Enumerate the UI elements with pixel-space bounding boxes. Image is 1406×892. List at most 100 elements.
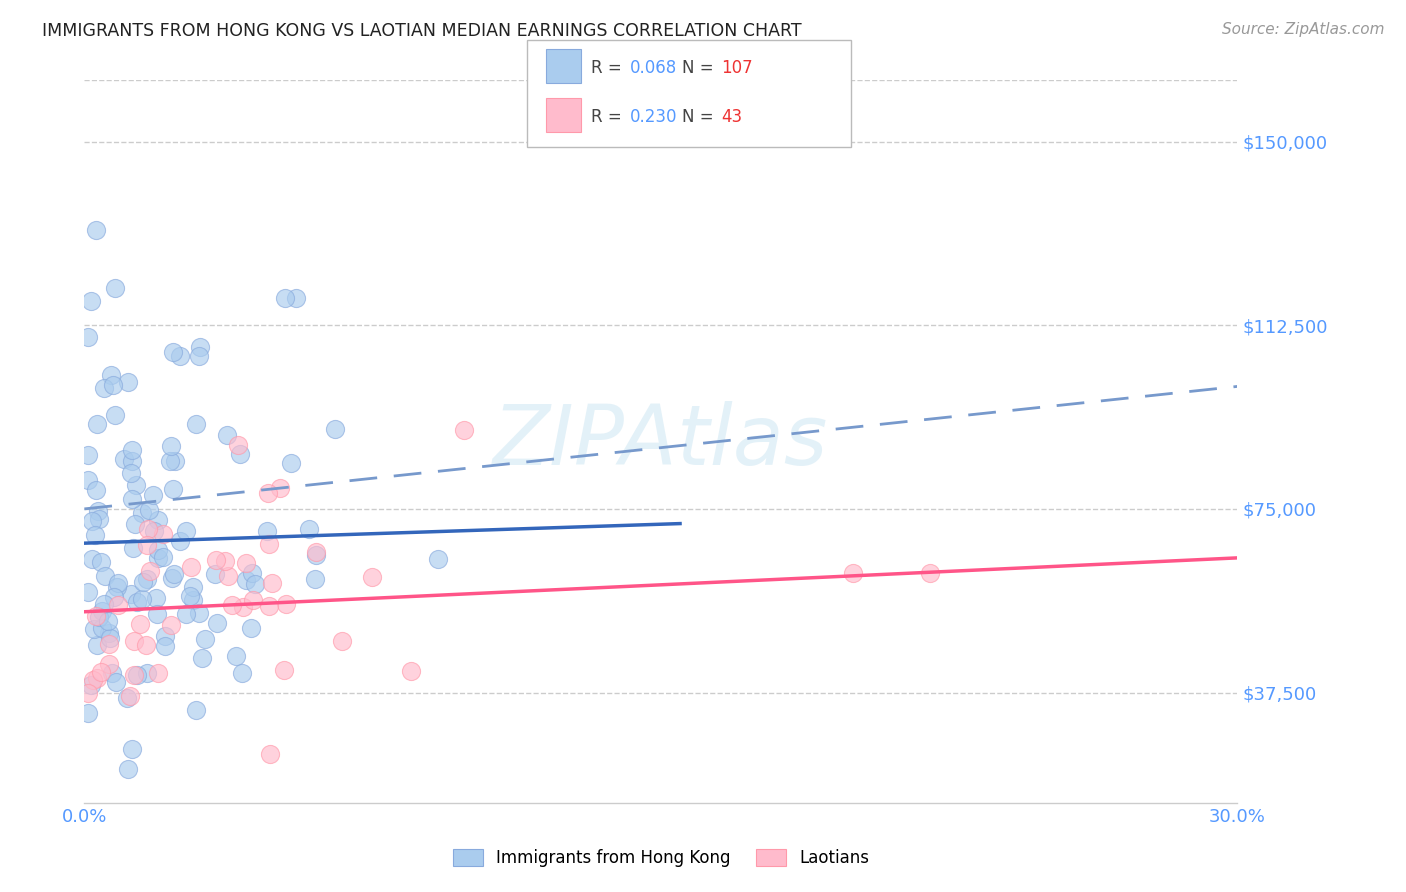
Point <box>77 706 100 720</box>
Point <box>205 615 228 630</box>
Text: 107: 107 <box>721 59 752 77</box>
Point <box>257 599 280 614</box>
Point <box>169 349 191 363</box>
Point <box>105 675 128 690</box>
Point <box>221 598 243 612</box>
Point <box>132 574 155 589</box>
Point <box>162 344 184 359</box>
Point <box>918 566 941 580</box>
Point <box>120 587 142 601</box>
Point <box>98 631 121 645</box>
Point <box>125 668 148 682</box>
Point <box>128 617 150 632</box>
Point <box>260 576 283 591</box>
Point <box>181 581 204 595</box>
Point <box>100 666 122 681</box>
Point <box>87 512 110 526</box>
Point <box>121 442 143 457</box>
Point <box>125 595 148 609</box>
Point <box>225 648 247 663</box>
Text: R =: R = <box>591 108 627 126</box>
Point <box>229 447 252 461</box>
Point <box>257 537 280 551</box>
Point <box>90 665 112 680</box>
Point <box>304 548 326 562</box>
Point <box>82 552 104 566</box>
Point <box>125 478 148 492</box>
Point <box>304 573 326 587</box>
Point <box>235 573 257 587</box>
Point <box>79 678 101 692</box>
Text: N =: N = <box>682 59 718 77</box>
Point <box>84 528 107 542</box>
Point <box>122 668 145 682</box>
Point <box>160 571 183 585</box>
Point <box>427 552 450 566</box>
Point <box>169 533 191 548</box>
Point <box>93 597 115 611</box>
Point <box>162 483 184 497</box>
Point <box>146 607 169 622</box>
Point <box>188 349 211 363</box>
Point <box>97 614 120 628</box>
Text: Source: ZipAtlas.com: Source: ZipAtlas.com <box>1222 22 1385 37</box>
Point <box>136 522 159 536</box>
Text: N =: N = <box>682 108 718 126</box>
Point <box>84 609 107 624</box>
Point <box>148 543 170 558</box>
Point <box>146 666 169 681</box>
Text: ZIPAtlas: ZIPAtlas <box>494 401 828 482</box>
Point <box>298 522 321 536</box>
Point <box>122 634 145 648</box>
Point <box>91 621 114 635</box>
Point <box>155 640 177 654</box>
Point <box>94 569 117 583</box>
Point <box>194 632 217 647</box>
Point <box>93 381 115 395</box>
Point <box>273 663 295 677</box>
Point <box>205 553 228 567</box>
Point <box>153 629 176 643</box>
Point <box>105 580 128 594</box>
Point <box>184 417 207 431</box>
Point <box>188 607 211 621</box>
Point <box>188 340 211 354</box>
Point <box>146 550 169 565</box>
Point <box>77 473 100 487</box>
Point <box>184 703 207 717</box>
Point <box>204 567 226 582</box>
Point <box>87 503 110 517</box>
Point <box>240 566 263 581</box>
Point <box>112 451 135 466</box>
Point <box>231 666 253 681</box>
Text: R =: R = <box>591 59 627 77</box>
Point <box>131 506 153 520</box>
Point <box>103 590 125 604</box>
Point <box>121 541 143 556</box>
Point <box>124 517 146 532</box>
Point <box>135 638 157 652</box>
Point <box>215 428 238 442</box>
Point <box>97 657 120 672</box>
Point <box>159 454 181 468</box>
Point <box>138 502 160 516</box>
Point <box>80 294 103 309</box>
Text: 0.068: 0.068 <box>630 59 678 77</box>
Point <box>280 456 302 470</box>
Point <box>97 626 120 640</box>
Point <box>259 747 281 761</box>
Point <box>118 689 141 703</box>
Point <box>86 672 108 686</box>
Point <box>89 610 111 624</box>
Point <box>77 448 100 462</box>
Point <box>90 555 112 569</box>
Point <box>103 408 125 422</box>
Point <box>104 281 127 295</box>
Point <box>121 491 143 506</box>
Point <box>120 466 142 480</box>
Point <box>97 637 120 651</box>
Point <box>136 666 159 681</box>
Point <box>107 599 129 613</box>
Point <box>274 291 297 305</box>
Point <box>152 550 174 565</box>
